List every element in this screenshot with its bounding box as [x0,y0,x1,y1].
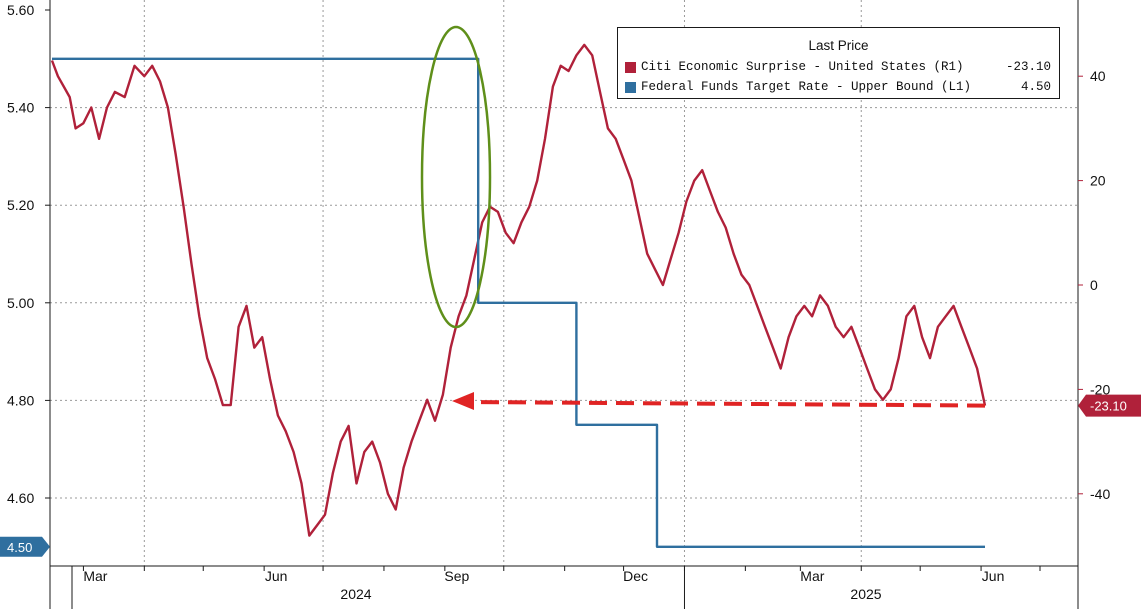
series [50,43,987,548]
x-axis-month-label: Mar [83,568,107,584]
left-current-value-label: 4.50 [7,540,32,555]
left-axis-tick-label: 5.00 [7,295,34,311]
x-axis-year-label: 2025 [850,586,881,602]
legend-entry-citi: Citi Economic Surprise - United States (… [625,58,1051,76]
right-axis-tick-label: 40 [1090,68,1106,84]
highlight-ellipse [420,25,492,329]
right-axis-tick-label: 20 [1090,173,1106,189]
left-axis-tick-label: 5.20 [7,197,34,213]
x-axis-month-label: Jun [265,568,288,584]
legend-swatch-fed-funds [625,81,636,93]
annotations [420,25,986,410]
legend: Last Price Citi Economic Surprise - Unit… [617,27,1060,99]
left-axis-tick-label: 5.40 [7,100,34,116]
axes: 5.60 5.40 5.20 5.00 4.80 4.60 40 20 0 -20 -40 Mar Ju… [7,0,1110,609]
fed-funds-rate-line [52,57,985,548]
x-axis-month-label: Jun [982,568,1005,584]
x-axis-month-label: Dec [623,568,648,584]
x-axis-year-label: 2024 [340,586,371,602]
axis-tags: 4.50 -23.10 [0,394,1141,557]
legend-label-citi: Citi Economic Surprise - United States (… [641,60,964,74]
legend-label-fed-funds: Federal Funds Target Rate - Upper Bound … [641,80,972,94]
right-axis-tick-label: 0 [1090,277,1098,293]
legend-entry-fed-funds: Federal Funds Target Rate - Upper Bound … [625,78,1051,96]
left-current-value-tag [0,536,50,557]
right-current-value-label: -23.10 [1090,399,1127,414]
citi-surprise-line [50,43,987,537]
legend-value-fed-funds: 4.50 [1020,80,1051,94]
left-axis-tick-label: 4.60 [7,490,34,506]
left-axis-tick-label: 5.60 [7,2,34,18]
left-axis-tick-label: 4.80 [7,392,34,408]
x-axis-month-label: Mar [800,568,824,584]
right-axis-tick-label: -20 [1090,381,1110,397]
legend-title: Last Price [808,38,869,53]
legend-swatch-citi [625,61,636,73]
x-axis-month-label: Sep [444,568,469,584]
arrow-head [452,392,474,410]
dashed-arrow-line [469,400,986,408]
right-axis-tick-label: -40 [1090,486,1110,502]
legend-value-citi: -23.10 [1005,60,1051,74]
right-current-value-tag [1078,394,1141,417]
